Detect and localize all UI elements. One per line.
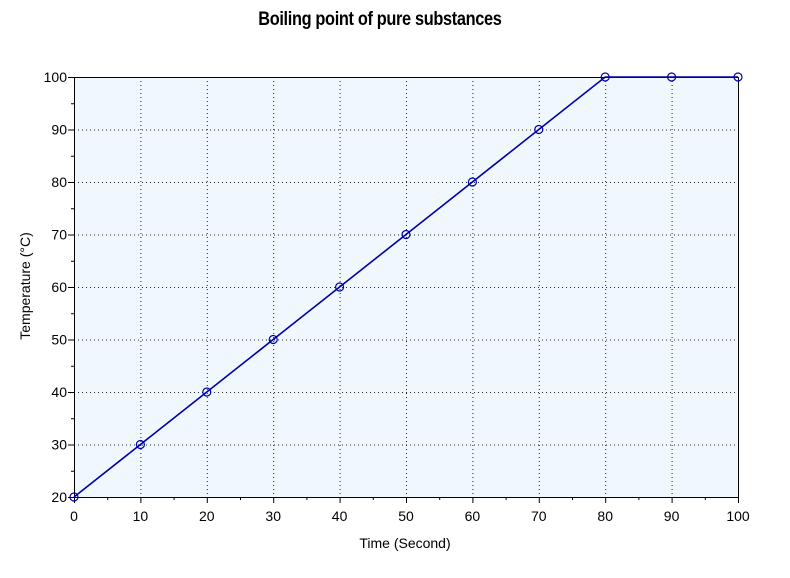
x-tick-label: 20 <box>199 508 215 524</box>
data-point-marker <box>666 72 677 82</box>
y-tick-label: 70 <box>51 227 67 243</box>
x-tick-label: 70 <box>531 508 547 524</box>
y-tick-label: 50 <box>51 332 67 348</box>
plot-border <box>74 77 739 498</box>
x-tick-label: 100 <box>726 508 750 524</box>
data-point-marker <box>534 124 544 135</box>
data-point-marker <box>69 492 79 502</box>
axes <box>68 77 739 503</box>
y-tick-label: 20 <box>51 489 67 505</box>
y-tick-label: 90 <box>51 122 67 138</box>
data-point-marker <box>202 387 212 397</box>
chart-title: Boiling point of pure substances <box>258 9 502 30</box>
data-point-marker <box>268 334 278 345</box>
x-tick-label: 40 <box>332 508 348 524</box>
x-tick-label: 50 <box>398 508 414 524</box>
x-axis-title: Time (Second) <box>359 535 450 551</box>
x-tick-label: 30 <box>265 508 281 524</box>
data-point-marker <box>135 439 145 450</box>
y-tick-label: 40 <box>51 384 67 400</box>
x-tick-label: 10 <box>133 508 149 524</box>
y-tick-label: 30 <box>51 437 67 453</box>
data-series <box>69 72 743 502</box>
y-tick-label: 60 <box>51 279 67 295</box>
data-point-marker <box>600 72 610 82</box>
data-point-marker <box>733 72 743 82</box>
x-tick-label: 60 <box>465 508 481 524</box>
y-axis-title: Temperature (°C) <box>17 232 33 340</box>
y-tick-label: 80 <box>51 174 67 190</box>
x-tick-label: 90 <box>664 508 680 524</box>
tick-labels: 0 10 20 30 40 50 60 70 80 90 100 20 30 40 50 60 70 80 90 10… <box>44 69 750 524</box>
x-tick-label: 80 <box>597 508 613 524</box>
y-tick-label: 100 <box>44 69 68 85</box>
x-tick-label: 0 <box>70 508 78 524</box>
data-point-marker <box>335 282 345 292</box>
data-point-marker <box>467 177 477 187</box>
series-line <box>73 76 738 498</box>
data-point-marker <box>401 229 411 240</box>
